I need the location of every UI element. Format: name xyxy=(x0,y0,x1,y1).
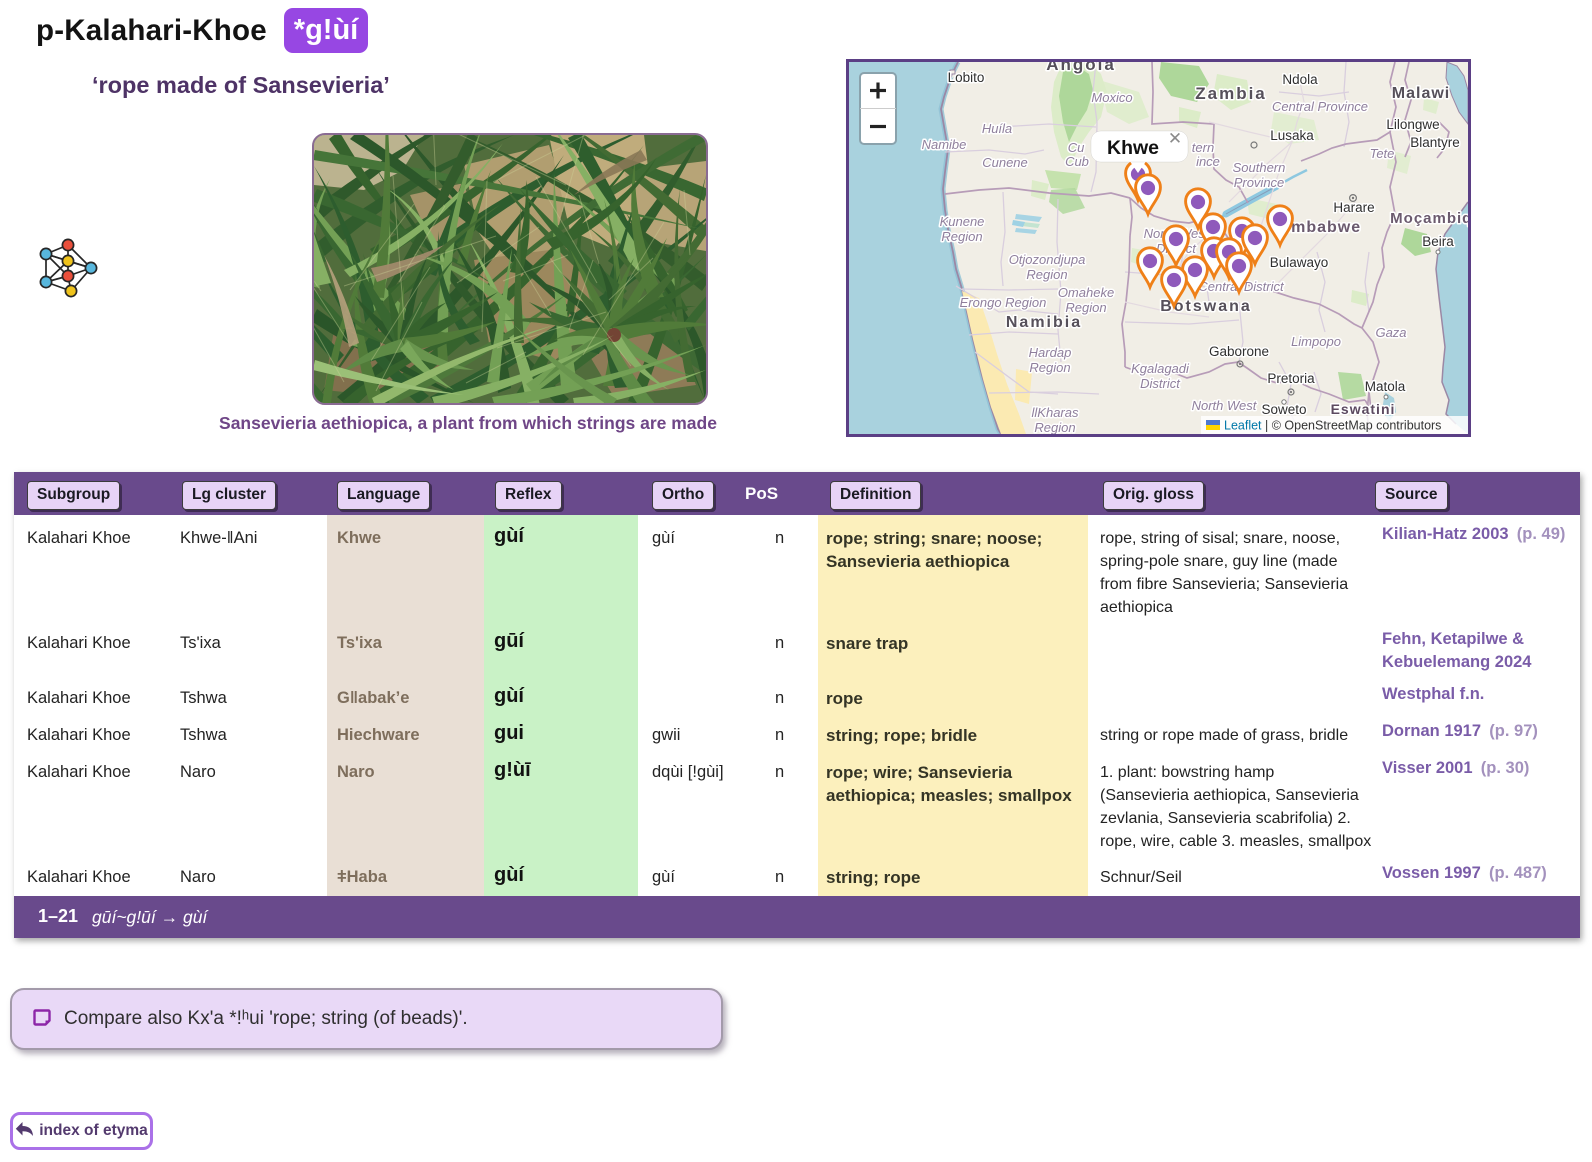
svg-text:Kgalagadi: Kgalagadi xyxy=(1131,361,1190,376)
svg-text:Erongo Region: Erongo Region xyxy=(960,295,1047,310)
svg-text:Region: Region xyxy=(1065,300,1106,315)
svg-text:Omaheke: Omaheke xyxy=(1058,285,1114,300)
svg-text:Beira: Beira xyxy=(1422,234,1454,249)
svg-text:Province: Province xyxy=(1234,175,1285,190)
svg-text:Zimbabwe: Zimbabwe xyxy=(1275,219,1361,236)
svg-text:Zambia: Zambia xyxy=(1195,84,1267,103)
svg-text:llKharas: llKharas xyxy=(1032,405,1079,420)
svg-text:District: District xyxy=(1140,376,1181,391)
svg-text:North West: North West xyxy=(1192,398,1258,413)
svg-text:ince: ince xyxy=(1196,154,1220,169)
svg-text:Harare: Harare xyxy=(1333,200,1374,215)
svg-text:Central Province: Central Province xyxy=(1272,99,1368,114)
svg-text:Botswana: Botswana xyxy=(1160,298,1252,315)
svg-text:Angola: Angola xyxy=(1046,62,1116,74)
svg-text:✕: ✕ xyxy=(1168,129,1182,148)
svg-text:Tete: Tete xyxy=(1370,146,1395,161)
svg-text:Moçambique: Moçambique xyxy=(1390,210,1468,227)
svg-text:Otjozondjupa: Otjozondjupa xyxy=(1009,252,1086,267)
svg-text:Region: Region xyxy=(941,229,982,244)
svg-text:Lilongwe: Lilongwe xyxy=(1386,117,1439,132)
svg-text:Hardap: Hardap xyxy=(1029,345,1072,360)
svg-text:Pretoria: Pretoria xyxy=(1267,371,1315,386)
svg-text:Cu: Cu xyxy=(1068,140,1085,155)
svg-text:Namibe: Namibe xyxy=(922,137,967,152)
svg-text:Region: Region xyxy=(1034,420,1075,434)
svg-text:Gaborone: Gaborone xyxy=(1209,344,1269,359)
svg-text:Cunene: Cunene xyxy=(982,155,1028,170)
svg-text:Limpopo: Limpopo xyxy=(1291,334,1341,349)
svg-text:Khwe: Khwe xyxy=(1107,137,1159,159)
svg-text:Lobito: Lobito xyxy=(948,70,985,85)
svg-text:Namibia: Namibia xyxy=(1006,314,1082,331)
svg-text:Moxico: Moxico xyxy=(1091,90,1132,105)
svg-text:tern: tern xyxy=(1192,140,1214,155)
svg-text:Kunene: Kunene xyxy=(940,214,985,229)
svg-text:Soweto: Soweto xyxy=(1261,402,1306,417)
svg-text:Leaflet | © OpenStreetMap cont: Leaflet | © OpenStreetMap contributors xyxy=(1224,419,1441,433)
svg-text:Bulawayo: Bulawayo xyxy=(1270,255,1329,270)
svg-text:Lusaka: Lusaka xyxy=(1270,128,1314,143)
svg-text:Malawi: Malawi xyxy=(1392,85,1450,102)
svg-text:Ndola: Ndola xyxy=(1282,72,1318,87)
svg-text:Huíla: Huíla xyxy=(982,121,1012,136)
svg-text:Cub: Cub xyxy=(1065,154,1089,169)
svg-text:Region: Region xyxy=(1026,267,1067,282)
svg-text:Matola: Matola xyxy=(1365,379,1406,394)
svg-text:Southern: Southern xyxy=(1233,160,1286,175)
svg-text:Region: Region xyxy=(1029,360,1070,375)
svg-text:Blantyre: Blantyre xyxy=(1410,135,1460,150)
svg-text:Gaza: Gaza xyxy=(1375,325,1406,340)
svg-text:Eswatini: Eswatini xyxy=(1331,401,1396,417)
